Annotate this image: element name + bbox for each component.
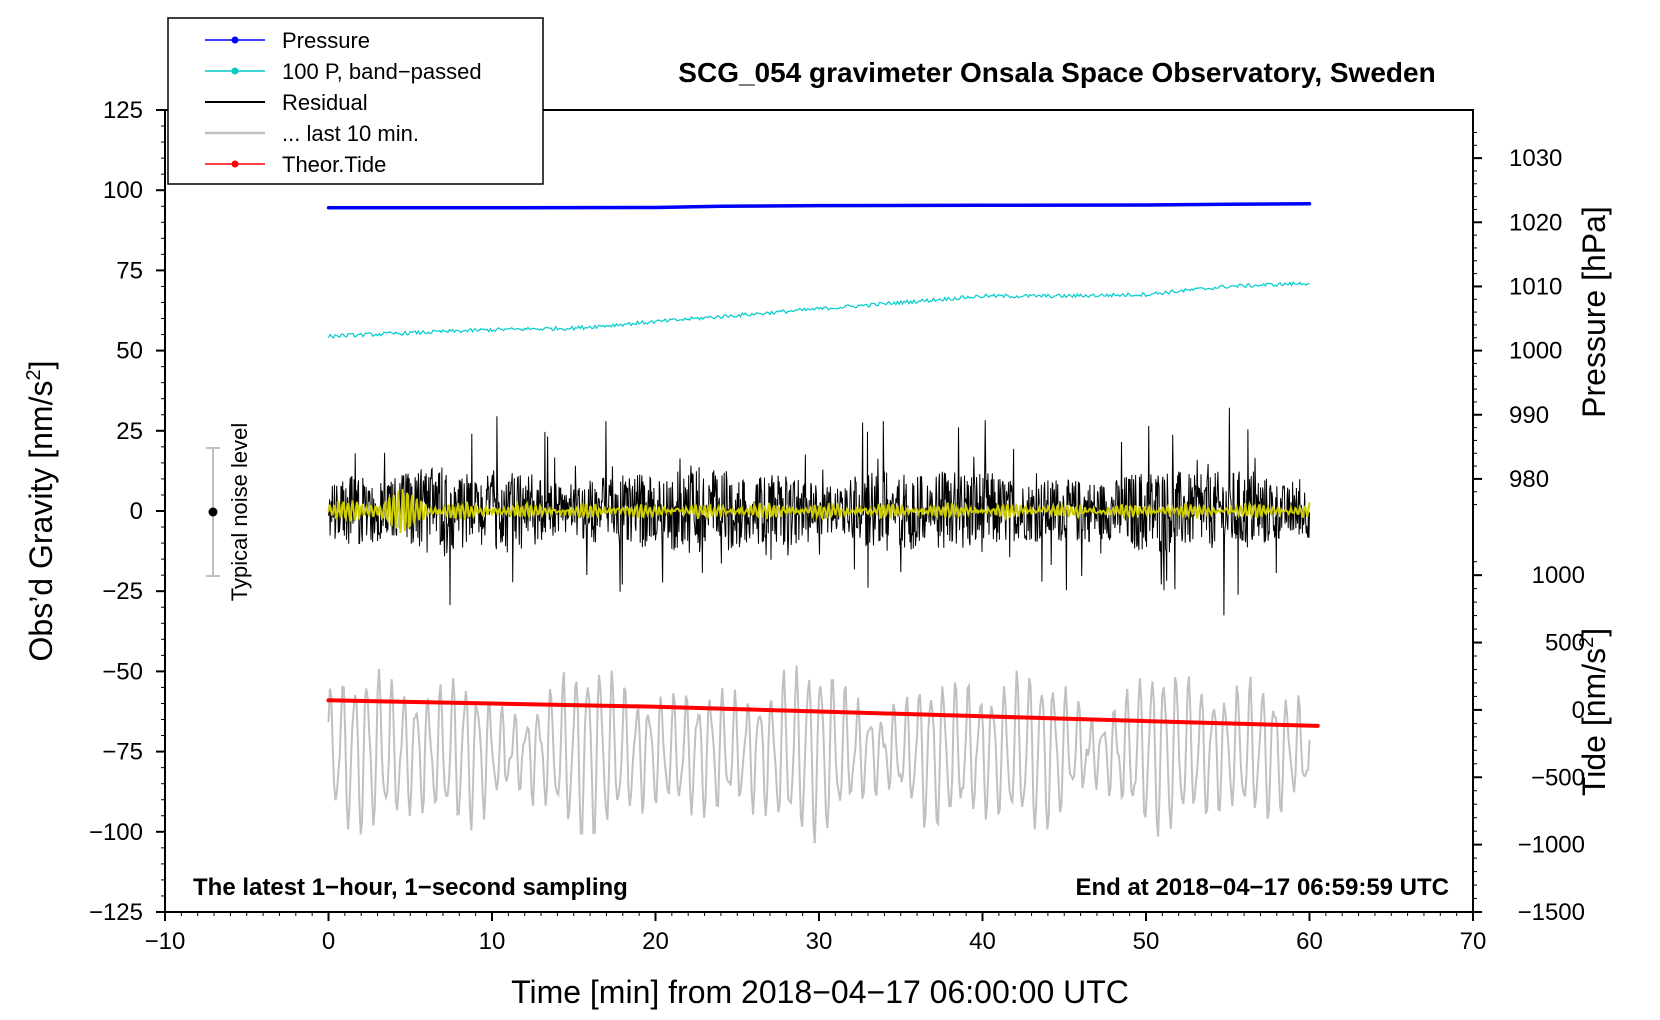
series-residual-smoothed: [327, 488, 1311, 534]
series-layer: [326, 201, 1320, 844]
series-pressure: [326, 201, 1312, 210]
x-tick-label: −10: [145, 928, 186, 955]
legend-entry: Theor.Tide: [205, 152, 386, 177]
tide-tick-label: 1000: [1532, 562, 1585, 589]
legend-marker: [231, 36, 239, 44]
tide-tick-label: −500: [1531, 764, 1585, 791]
tide-tick-label: 500: [1545, 630, 1585, 657]
series-pressure-band-passed: [327, 281, 1310, 339]
y-axis-left-title: Obs’d Gravity [nm/s2]: [23, 361, 59, 662]
legend-label: Pressure: [282, 28, 370, 53]
x-tick-label: 50: [1133, 928, 1160, 955]
pressure-tick-label: 980: [1509, 466, 1549, 493]
x-tick-label: 30: [806, 928, 833, 955]
y-tick-label: −75: [102, 739, 143, 766]
pressure-tick-label: 1000: [1509, 338, 1562, 365]
pressure-tick-label: 1010: [1509, 273, 1562, 300]
y-tick-label: 125: [103, 97, 143, 124]
y-tick-label: 75: [116, 257, 143, 284]
x-tick-label: 40: [969, 928, 996, 955]
bottom-right-annotation: End at 2018−04−17 06:59:59 UTC: [1075, 874, 1449, 901]
tide-tick-label: 0: [1572, 697, 1585, 724]
x-tick-label: 60: [1296, 928, 1323, 955]
legend-label: ... last 10 min.: [282, 121, 419, 146]
pressure-tick-label: 1020: [1509, 209, 1562, 236]
legend-entry: Residual: [205, 90, 368, 115]
tide-tick-label: −1500: [1518, 899, 1585, 926]
y-tick-label: −50: [102, 658, 143, 685]
legend-entry: ... last 10 min.: [205, 121, 419, 146]
y-tick-label: 25: [116, 418, 143, 445]
x-tick-label: 10: [479, 928, 506, 955]
noise-dot: [208, 507, 218, 517]
legend-entry: 100 P, band−passed: [205, 59, 482, 84]
pressure-tick-label: 990: [1509, 402, 1549, 429]
bottom-left-annotation: The latest 1−hour, 1−second sampling: [193, 874, 628, 901]
legend: Pressure 100 P, band−passed Residual ... la…: [167, 17, 544, 185]
y-tick-label: 0: [130, 498, 143, 525]
y-tick-label: 100: [103, 177, 143, 204]
tide-tick-label: −1000: [1518, 832, 1585, 859]
series-theor-tide: [326, 698, 1320, 728]
x-tick-label: 70: [1460, 928, 1487, 955]
axes-layer: −10 0 10 20 30 40 50 60 701251007550250−25−50−75…: [89, 97, 1585, 955]
y-axis-pressure-title: Pressure [hPa]: [1576, 206, 1612, 418]
x-axis-title: Time [min] from 2018−04−17 06:00:00 UTC: [511, 974, 1129, 1010]
noise-level-indicator: Typical noise level: [206, 423, 252, 602]
y-tick-label: −100: [89, 819, 143, 846]
noise-label: Typical noise level: [227, 423, 252, 602]
legend-entry: Pressure: [205, 28, 370, 53]
legend-label: Residual: [282, 90, 368, 115]
series-last-10-min: [327, 665, 1311, 844]
x-tick-label: 20: [642, 928, 669, 955]
y-axis-tide-title: Tide [nm/s2]: [1576, 628, 1612, 796]
y-tick-label: −25: [102, 578, 143, 605]
y-tick-label: −125: [89, 899, 143, 926]
x-tick-label: 0: [322, 928, 335, 955]
chart-title: SCG_054 gravimeter Onsala Space Observat…: [678, 57, 1435, 88]
legend-label: Theor.Tide: [282, 152, 386, 177]
legend-marker: [231, 67, 239, 75]
legend-label: 100 P, band−passed: [282, 59, 482, 84]
pressure-tick-label: 1030: [1509, 145, 1562, 172]
legend-marker: [231, 160, 239, 168]
y-tick-label: 50: [116, 338, 143, 365]
